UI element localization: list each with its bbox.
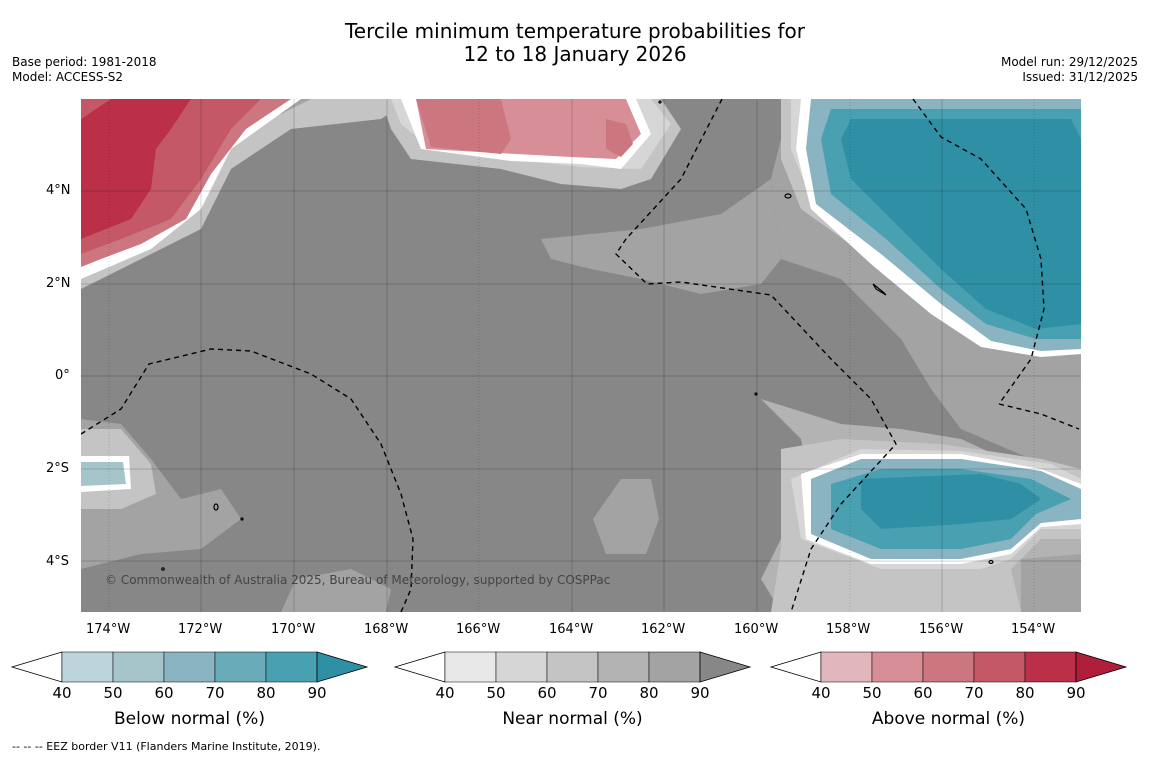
lon-label-162w: 162°W [641,622,686,637]
model-label: Model: ACCESS-S2 [12,70,124,84]
colorbar-tick-label: 60 [537,684,557,702]
colorbar-segment [112,651,165,683]
colorbar-tick-label: 40 [811,684,831,702]
lon-label-170w: 170°W [271,622,316,637]
lon-label-168w: 168°W [364,622,409,637]
colorbar-extend-low [393,651,446,683]
colorbar-segment [214,651,267,683]
lon-label-154w: 154°W [1011,622,1056,637]
colorbar-tick-label: 70 [964,684,984,702]
colorbar-tick-label: 40 [52,684,72,702]
colorbar-segment [820,651,873,683]
lat-label-4s: 4°S [46,554,70,569]
colorbar-extend-high [1075,651,1128,683]
eez-border [80,98,1080,613]
colorbar-tick-label: 70 [588,684,608,702]
below-normal-90-se [861,474,1041,529]
colorbar-tick-label: 80 [256,684,276,702]
model-run-label: Model run: 29/12/2025 [1000,55,1138,69]
colorbar-above-normal-title: Above normal (%) [871,709,1026,729]
colorbar-segment [597,651,650,683]
colorbar-extend-low [769,651,822,683]
colorbar-tick-label: 60 [913,684,933,702]
colorbar-above-normal [769,651,1128,683]
lon-label-164w: 164°W [549,622,594,637]
lon-label-166w: 166°W [456,622,501,637]
colorbar-near-normal-title: Near normal (%) [502,709,643,729]
issued-label: Issued: 31/12/2025 [1022,70,1138,84]
islands [161,100,994,571]
colorbar-tick-label: 40 [435,684,455,702]
colorbar-tick-label: 50 [103,684,123,702]
above-normal-70-n [416,99,511,154]
colorbar-tick-label: 50 [486,684,506,702]
colorbar-tick-label: 80 [1015,684,1035,702]
below-normal-50-w [81,462,126,486]
colorbar-tick-label: 90 [1066,684,1086,702]
colorbar-segment [495,651,548,683]
map-title-line2: 12 to 18 January 2026 [463,42,687,66]
near-normal-80-center [541,179,781,294]
lon-label-172w: 172°W [178,622,223,637]
lat-label-4n: 4°N [46,183,71,198]
colorbar-segment [871,651,924,683]
lon-label-160w: 160°W [734,622,779,637]
colorbar-segment [61,651,114,683]
colorbar-segment [265,651,318,683]
lat-label-2s: 2°S [46,461,70,476]
colorbar-segment [546,651,599,683]
colorbar-extend-high [316,651,369,683]
lon-label-158w: 158°W [826,622,871,637]
colorbar-segment [648,651,701,683]
colorbar-extend-high [699,651,752,683]
colorbar-tick-label: 80 [639,684,659,702]
colorbar-tick-label: 50 [862,684,882,702]
colorbar-segment [922,651,975,683]
colorbar-segment [163,651,216,683]
near-normal-80-south [281,569,391,612]
eez-legend-note: -- -- -- EEZ border V11 (Flanders Marine… [12,740,321,753]
colorbar-tick-label: 90 [307,684,327,702]
lat-label-0: 0° [55,368,70,383]
copyright-notice: © Commonwealth of Australia 2025, Bureau… [105,573,611,587]
base-period-label: Base period: 1981-2018 [12,55,157,69]
colorbar-tick-label: 90 [690,684,710,702]
colorbar-below-normal [10,651,369,683]
colorbars [10,651,1128,683]
colorbar-segment [1024,651,1077,683]
colorbar-near-normal [393,651,752,683]
map-title-line1: Tercile minimum temperature probabilitie… [344,19,806,43]
colorbar-tick-label: 70 [205,684,225,702]
probability-map: © Commonwealth of Australia 2025, Bureau… [80,98,1081,613]
above-normal-70-n-blob [606,119,633,157]
graticule [81,99,1081,612]
colorbar-tick-label: 60 [154,684,174,702]
map-canvas [80,98,1081,613]
near-normal-80-blob [593,479,659,554]
lon-label-156w: 156°W [919,622,964,637]
lon-label-174w: 174°W [86,622,131,637]
above-normal-90-nw [81,99,191,239]
colorbar-below-normal-title: Below normal (%) [114,709,265,729]
colorbar-extend-low [10,651,63,683]
lat-label-2n: 2°N [46,276,71,291]
near-normal-70-nw [81,99,411,289]
below-normal-90-ne [841,119,1081,329]
colorbar-segment [444,651,497,683]
colorbar-segment [973,651,1026,683]
